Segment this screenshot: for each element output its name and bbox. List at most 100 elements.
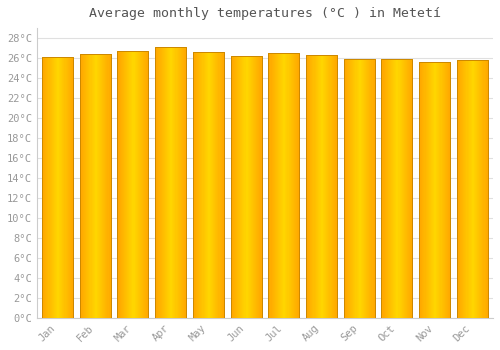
Bar [155, 47, 186, 318]
Bar [366, 59, 367, 318]
Bar [412, 59, 414, 318]
Bar [216, 52, 218, 318]
Bar [172, 47, 174, 318]
Bar [253, 56, 254, 318]
Bar [278, 53, 279, 318]
Bar [424, 62, 426, 318]
Bar [382, 59, 412, 318]
Bar [169, 47, 170, 318]
Bar [322, 55, 323, 318]
Bar [354, 59, 356, 318]
Bar [462, 60, 463, 318]
Bar [204, 52, 206, 318]
Bar [367, 59, 368, 318]
Bar [298, 53, 299, 318]
Bar [351, 59, 352, 318]
Bar [420, 62, 422, 318]
Bar [73, 57, 74, 318]
Bar [162, 47, 164, 318]
Bar [160, 47, 162, 318]
Bar [125, 51, 126, 318]
Bar [97, 54, 98, 318]
Bar [458, 60, 459, 318]
Bar [404, 59, 405, 318]
Bar [145, 51, 146, 318]
Bar [372, 59, 374, 318]
Bar [128, 51, 129, 318]
Bar [260, 56, 262, 318]
Bar [90, 54, 92, 318]
Bar [146, 51, 148, 318]
Bar [299, 53, 300, 318]
Bar [296, 53, 297, 318]
Bar [96, 54, 97, 318]
Bar [309, 55, 310, 318]
Bar [196, 52, 197, 318]
Bar [332, 55, 334, 318]
Bar [280, 53, 281, 318]
Bar [370, 59, 372, 318]
Bar [142, 51, 143, 318]
Bar [330, 55, 332, 318]
Bar [444, 62, 446, 318]
Bar [57, 57, 58, 318]
Bar [306, 55, 337, 318]
Bar [307, 55, 308, 318]
Bar [155, 47, 156, 318]
Bar [362, 59, 363, 318]
Bar [324, 55, 325, 318]
Bar [230, 56, 262, 318]
Bar [255, 56, 256, 318]
Bar [284, 53, 286, 318]
Bar [344, 59, 374, 318]
Bar [391, 59, 392, 318]
Bar [435, 62, 436, 318]
Bar [141, 51, 142, 318]
Bar [408, 59, 409, 318]
Bar [236, 56, 237, 318]
Bar [277, 53, 278, 318]
Bar [325, 55, 326, 318]
Bar [364, 59, 365, 318]
Bar [82, 54, 83, 318]
Bar [386, 59, 387, 318]
Bar [64, 57, 66, 318]
Bar [158, 47, 160, 318]
Bar [206, 52, 207, 318]
Bar [337, 55, 338, 318]
Bar [360, 59, 361, 318]
Bar [461, 60, 462, 318]
Bar [410, 59, 412, 318]
Bar [124, 51, 125, 318]
Bar [422, 62, 424, 318]
Bar [419, 62, 450, 318]
Bar [134, 51, 136, 318]
Bar [396, 59, 398, 318]
Bar [101, 54, 102, 318]
Bar [202, 52, 203, 318]
Bar [283, 53, 284, 318]
Bar [352, 59, 354, 318]
Bar [374, 59, 376, 318]
Title: Average monthly temperatures (°C ) in Metetí: Average monthly temperatures (°C ) in Me… [89, 7, 441, 20]
Bar [478, 60, 479, 318]
Bar [254, 56, 255, 318]
Bar [193, 52, 224, 318]
Bar [207, 52, 208, 318]
Bar [44, 57, 46, 318]
Bar [365, 59, 366, 318]
Bar [306, 55, 307, 318]
Bar [486, 60, 488, 318]
Bar [347, 59, 348, 318]
Bar [281, 53, 282, 318]
Bar [297, 53, 298, 318]
Bar [209, 52, 210, 318]
Bar [402, 59, 403, 318]
Bar [212, 52, 213, 318]
Bar [218, 52, 220, 318]
Bar [230, 56, 262, 318]
Bar [148, 51, 150, 318]
Bar [393, 59, 394, 318]
Bar [240, 56, 242, 318]
Bar [442, 62, 444, 318]
